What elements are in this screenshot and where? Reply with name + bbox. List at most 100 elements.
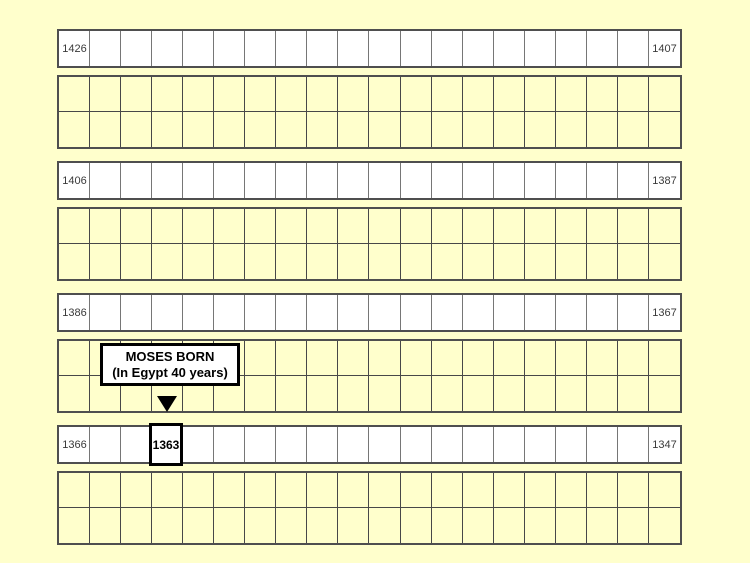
grid-cell: [525, 295, 556, 330]
grid-cell: [90, 209, 122, 244]
grid-cell: [648, 209, 680, 244]
grid-cell: [494, 112, 525, 147]
grid-cell: [617, 77, 649, 112]
grid-cell: [338, 163, 370, 198]
grid-cell: [463, 163, 494, 198]
grid-cell: [152, 163, 184, 198]
grid-cell: [494, 244, 525, 279]
grid-cell: [649, 427, 680, 462]
year-row-1406-1387: 1406 1387: [57, 161, 682, 200]
grid-cell: [463, 295, 494, 330]
grid-cell: [183, 427, 215, 462]
grid-cell: [648, 77, 680, 112]
grid-cell: [214, 209, 246, 244]
grid-cell: [307, 77, 339, 112]
grid-cell: [214, 473, 246, 508]
grid-cell: [587, 31, 618, 66]
grid-cell: [369, 244, 401, 279]
grid-cell: [432, 508, 463, 543]
grid-cell: [276, 473, 308, 508]
grid-cell: [59, 473, 91, 508]
grid-cell: [307, 163, 339, 198]
grid-cell: [555, 209, 587, 244]
grid-cell: [618, 376, 649, 411]
grid-cell: [307, 112, 339, 147]
grid-cell: [401, 112, 432, 147]
grid-cell: [556, 112, 587, 147]
grid-cell: [432, 31, 463, 66]
grid-cell: [400, 473, 432, 508]
grid-cell: [618, 508, 649, 543]
grid-cell: [369, 112, 401, 147]
grid-cell: [245, 376, 277, 411]
grid-cell: [338, 31, 370, 66]
grid-cell: [245, 508, 277, 543]
grid-cell: [400, 77, 432, 112]
grid-cell: [494, 295, 525, 330]
grid-cell: [121, 77, 153, 112]
grid-cell: [214, 112, 246, 147]
grid-cell: [462, 77, 494, 112]
grid-cell: [432, 112, 463, 147]
callout-subtitle: (In Egypt 40 years): [112, 364, 228, 380]
grid-cell: [59, 112, 91, 147]
timeline-grid: 1426 1407 1406 1387 1386 1367 MOSES BORN…: [57, 29, 682, 545]
grid-cell: [152, 112, 184, 147]
grid-cell: [245, 209, 277, 244]
grid-cell: [618, 427, 649, 462]
grid-cell: [432, 244, 463, 279]
grid-cell: [338, 209, 370, 244]
grid-cell: [649, 31, 680, 66]
year-row-1426-1407: 1426 1407: [57, 29, 682, 68]
grid-cell: [183, 295, 215, 330]
grid-cell: [183, 163, 215, 198]
grid-cell: [555, 341, 587, 376]
grid-cell: [463, 508, 494, 543]
grid-cell: [152, 473, 184, 508]
grid-cell: [431, 341, 463, 376]
grid-cell: [121, 209, 153, 244]
grid-cell: [369, 427, 401, 462]
grid-cell: [152, 244, 184, 279]
grid-cell: [525, 427, 556, 462]
grid-cell: [432, 427, 463, 462]
grid-cell: [338, 427, 370, 462]
grid-cell: [432, 163, 463, 198]
grid-cell: [401, 31, 432, 66]
callout-title: MOSES BORN: [125, 348, 215, 364]
grid-cell: [587, 376, 618, 411]
grid-cell: [617, 473, 649, 508]
grid-cell: [183, 31, 215, 66]
grid-cell: [59, 209, 91, 244]
highlighted-year-label: 1363: [152, 437, 180, 452]
grid-cell: [59, 427, 91, 462]
grid-cell: [587, 112, 618, 147]
grid-cell: [90, 112, 122, 147]
grid-cell: [432, 295, 463, 330]
grid-cell: [307, 376, 339, 411]
grid-cell: [369, 163, 401, 198]
decade-block-1: [57, 75, 682, 149]
grid-cell: [493, 473, 525, 508]
grid-cell: [338, 77, 370, 112]
grid-cell: [90, 77, 122, 112]
grid-cell: [121, 112, 153, 147]
grid-cell: [214, 163, 246, 198]
grid-cell: [307, 244, 339, 279]
grid-cell: [463, 376, 494, 411]
grid-cell: [524, 209, 556, 244]
grid-cell: [463, 31, 494, 66]
year-row-1366-1347: 1366 1347 1363: [57, 423, 682, 466]
grid-cell: [152, 295, 184, 330]
grid-cell: [121, 295, 153, 330]
grid-cell: [556, 31, 587, 66]
grid-cell: [462, 209, 494, 244]
grid-cell: [183, 77, 215, 112]
grid-cell: [90, 376, 122, 411]
grid-cell: [648, 341, 680, 376]
grid-cell: [152, 209, 184, 244]
decade-block-3-annotated: MOSES BORN (In Egypt 40 years): [57, 339, 682, 413]
grid-cell: [400, 341, 432, 376]
grid-cell: [649, 163, 680, 198]
